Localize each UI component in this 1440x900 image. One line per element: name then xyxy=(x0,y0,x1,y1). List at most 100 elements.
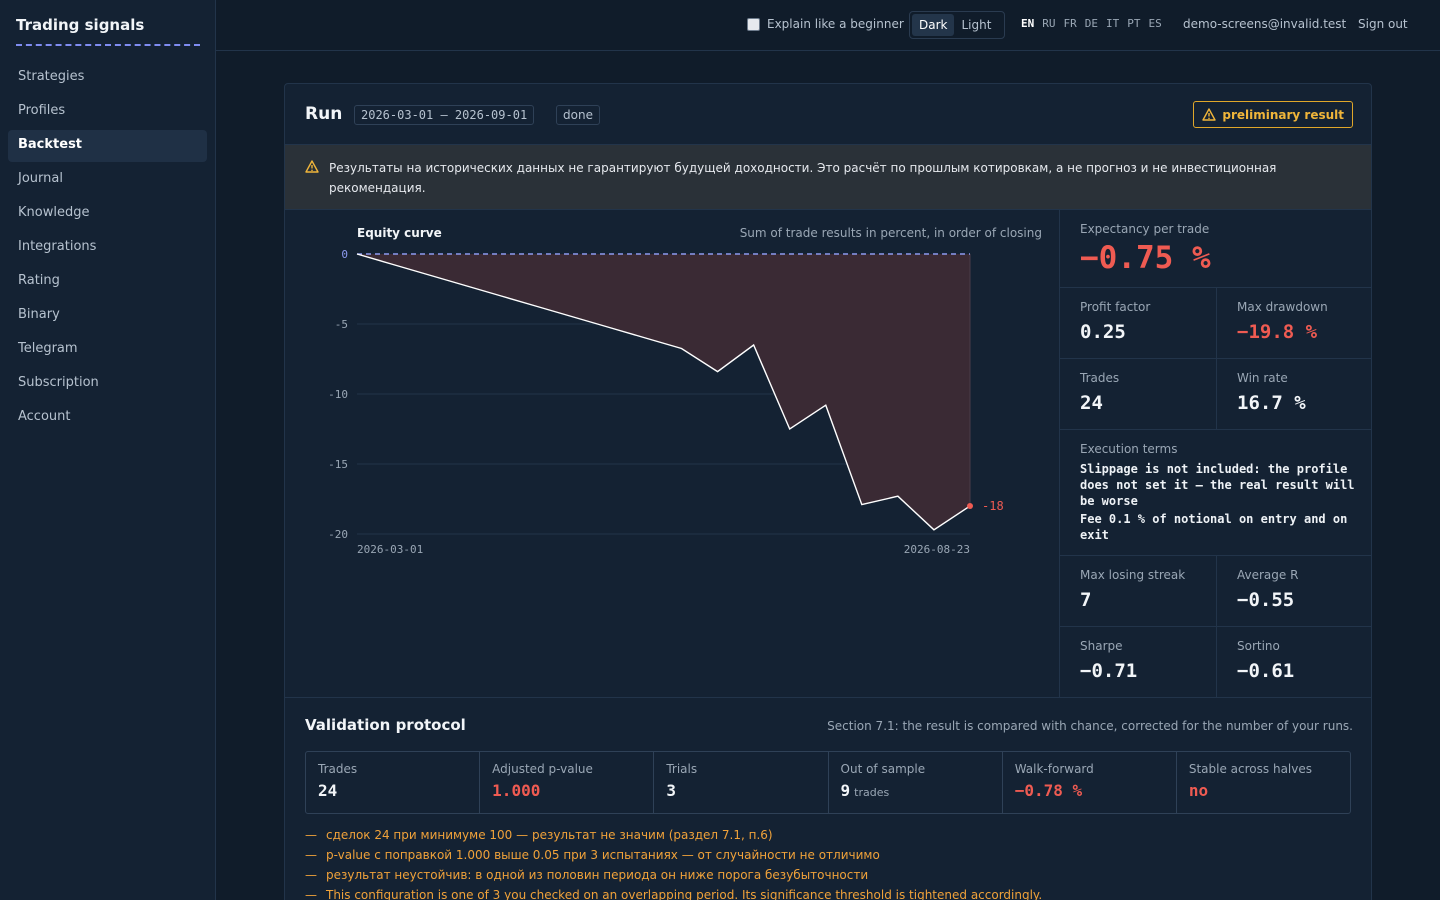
beginner-checkbox[interactable] xyxy=(747,17,760,31)
language-es[interactable]: ES xyxy=(1148,17,1162,30)
backtest-run-card: Run 2026-03-01 – 2026-09-01 done prelimi… xyxy=(284,83,1372,900)
stat-label: Sharpe xyxy=(1080,639,1123,653)
stat-label: Average R xyxy=(1237,568,1299,582)
run-title: Run xyxy=(305,104,343,124)
validation-cell-value: 24 xyxy=(318,781,337,800)
validation-cell-number: −0.78 % xyxy=(1014,781,1083,800)
validation-cell: Trials 3 xyxy=(654,752,829,813)
sidebar-item-telegram[interactable]: Telegram xyxy=(18,341,78,356)
language-pt[interactable]: PT xyxy=(1127,17,1141,30)
sidebar-item-backtest[interactable]: Backtest xyxy=(8,130,207,162)
equity-area xyxy=(357,254,970,530)
equity-end-point xyxy=(967,503,973,509)
language-fr[interactable]: FR xyxy=(1063,17,1077,30)
sidebar-item-profiles[interactable]: Profiles xyxy=(18,103,66,118)
stat-value: 0.25 xyxy=(1080,321,1126,343)
validation-cell-number: 9 xyxy=(840,781,851,800)
y-tick-label: -20 xyxy=(328,528,348,541)
stat-max-losing-streak: Max losing streak 7 xyxy=(1060,556,1217,627)
language-en[interactable]: EN xyxy=(1021,17,1035,30)
stats-panel: Expectancy per trade −0.75 % Profit fact… xyxy=(1059,210,1371,697)
validation-note: Section 7.1: the result is compared with… xyxy=(827,719,1353,733)
stat-label: Profit factor xyxy=(1080,300,1151,314)
validation-warning: — результат неустойчив: в одной из полови… xyxy=(305,865,1345,885)
stat-value: 7 xyxy=(1080,589,1092,611)
stat-value: 16.7 % xyxy=(1237,392,1306,414)
validation-cell-value: 9 trades xyxy=(841,781,890,800)
validation-cell-number: no xyxy=(1188,781,1209,800)
validation-cell-label: Trials xyxy=(666,762,698,776)
warning-dash: — xyxy=(305,868,317,882)
validation-cell-unit: trades xyxy=(854,786,890,799)
validation-cell: Walk-forward −0.78 % xyxy=(1003,752,1177,813)
theme-light-button[interactable]: Light xyxy=(961,18,992,32)
x-tick-label: 2026-03-01 xyxy=(357,543,423,556)
stat-sortino: Sortino −0.61 xyxy=(1216,627,1371,697)
stat-label: Expectancy per trade xyxy=(1080,222,1210,236)
equity-chart-panel: 0 -5 -10 -15 -20 -18 2026-03-01 2026-08-23 Equi… xyxy=(285,210,1059,697)
stat-value: 24 xyxy=(1080,392,1103,414)
warning-text: сделок 24 при минимуме 100 — результат н… xyxy=(326,828,773,842)
validation-cell-number: 1.000 xyxy=(492,781,541,800)
validation-cell-number: 24 xyxy=(318,781,338,800)
beginner-toggle[interactable]: Explain like a beginner xyxy=(747,17,904,31)
preliminary-result-label: preliminary result xyxy=(1222,107,1344,122)
y-tick-label: -5 xyxy=(335,318,348,331)
warning-dash: — xyxy=(305,888,317,900)
stat-win-rate: Win rate 16.7 % xyxy=(1216,359,1371,430)
sidebar-item-knowledge[interactable]: Knowledge xyxy=(18,205,90,220)
language-switcher: EN RU FR DE IT PT ES xyxy=(1021,17,1162,30)
sidebar-item-subscription[interactable]: Subscription xyxy=(18,375,99,390)
disclaimer-text: Результаты на исторических данных не гар… xyxy=(329,161,1277,195)
stat-max-drawdown: Max drawdown −19.8 % xyxy=(1216,288,1371,359)
sign-out-link[interactable]: Sign out xyxy=(1358,17,1408,31)
stat-label: Execution terms xyxy=(1080,442,1178,456)
chart-subtitle: Sum of trade results in percent, in orde… xyxy=(739,226,1042,240)
validation-cell-label: Adjusted p-value xyxy=(492,762,593,776)
brand-title: Trading signals xyxy=(16,16,200,46)
sidebar-item-account[interactable]: Account xyxy=(18,409,71,424)
language-it[interactable]: IT xyxy=(1106,17,1120,30)
sidebar-item-integrations[interactable]: Integrations xyxy=(18,239,97,254)
validation-metrics-table: Trades 24 Adjusted p-value 1.000 Trials 3 Out … xyxy=(305,751,1351,814)
stat-profit-factor: Profit factor 0.25 xyxy=(1060,288,1217,359)
validation-cell-value: −0.78 % xyxy=(1015,781,1082,800)
validation-protocol: Validation protocol Section 7.1: the res… xyxy=(285,697,1371,900)
stat-label: Max drawdown xyxy=(1237,300,1328,314)
warning-dash: — xyxy=(305,828,317,842)
run-header: Run 2026-03-01 – 2026-09-01 done prelimi… xyxy=(285,84,1371,145)
sidebar-item-rating[interactable]: Rating xyxy=(18,273,60,288)
validation-cell-value: 3 xyxy=(666,781,676,800)
warning-dash: — xyxy=(305,848,317,862)
preliminary-result-badge: preliminary result xyxy=(1193,101,1353,128)
theme-dark-button[interactable]: Dark xyxy=(912,14,955,36)
equity-end-label: -18 xyxy=(982,499,1004,513)
stat-trades: Trades 24 xyxy=(1060,359,1217,430)
disclaimer-banner: Результаты на исторических данных не гар… xyxy=(285,145,1371,210)
execution-terms-text: Slippage is not included: the profile do… xyxy=(1080,461,1360,545)
sidebar-item-strategies[interactable]: Strategies xyxy=(18,69,85,84)
stat-label: Max losing streak xyxy=(1080,568,1186,582)
validation-cell-label: Out of sample xyxy=(840,762,926,776)
stat-value: −0.61 xyxy=(1237,660,1295,682)
stat-value: −0.55 xyxy=(1237,589,1295,611)
run-status-chip: done xyxy=(556,105,600,125)
validation-warnings: — сделок 24 при минимуме 100 — результат … xyxy=(305,825,1345,900)
validation-cell-value: 1.000 xyxy=(492,781,540,800)
language-de[interactable]: DE xyxy=(1084,17,1098,30)
language-ru[interactable]: RU xyxy=(1042,17,1056,30)
sidebar-item-binary[interactable]: Binary xyxy=(18,307,60,322)
stat-value: −0.75 % xyxy=(1080,240,1211,276)
x-tick-label: 2026-08-23 xyxy=(904,543,970,556)
y-tick-label: 0 xyxy=(341,248,348,261)
validation-cell: Adjusted p-value 1.000 xyxy=(480,752,655,813)
stat-execution-terms: Execution terms Slippage is not included… xyxy=(1060,430,1371,556)
validation-cell: Stable across halves no xyxy=(1177,752,1350,813)
run-period-chip: 2026-03-01 – 2026-09-01 xyxy=(354,105,535,125)
beginner-label: Explain like a beginner xyxy=(767,17,904,31)
execution-term-line: Fee 0.1 % of notional on entry and on ex… xyxy=(1080,512,1348,542)
warning-icon xyxy=(305,160,319,173)
y-tick-label: -15 xyxy=(328,458,348,471)
sidebar-item-journal[interactable]: Journal xyxy=(18,171,63,186)
validation-title: Validation protocol xyxy=(305,716,466,734)
